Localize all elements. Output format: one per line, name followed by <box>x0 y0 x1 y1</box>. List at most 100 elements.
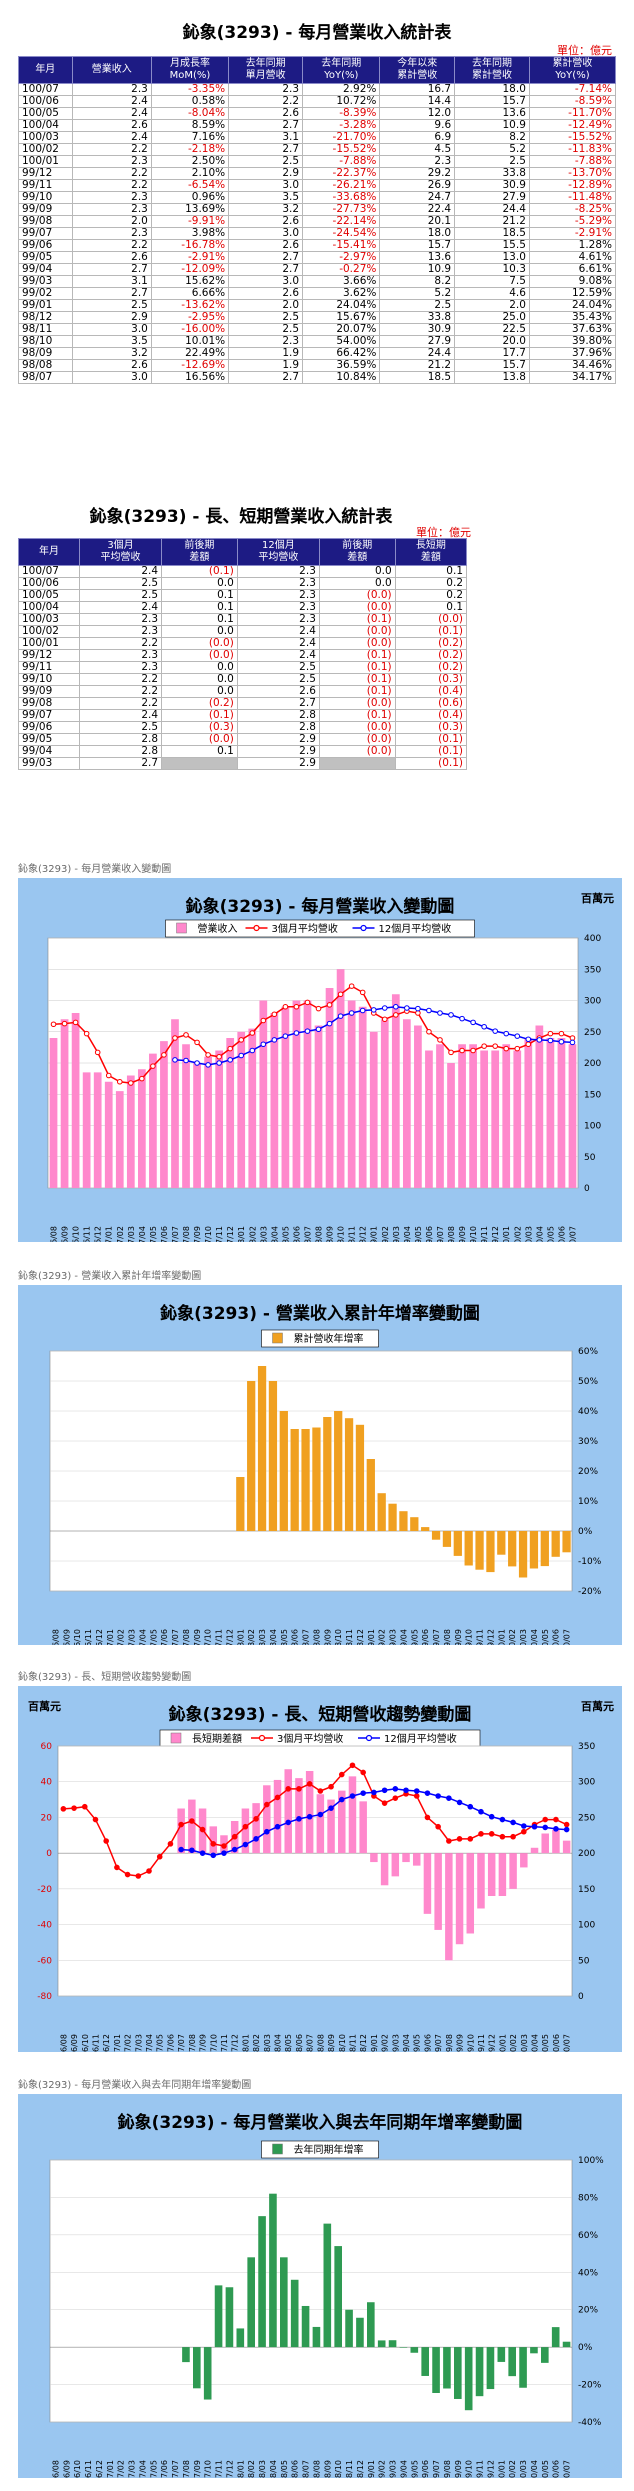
avg3-point <box>306 1781 313 1787</box>
chart2-legend: 累計營收年增率 <box>261 1329 379 1348</box>
x-tick-label: 97/12 <box>225 2460 234 2478</box>
table2-cell: (0.1) <box>161 709 238 722</box>
table2-cell: (0.1) <box>394 745 468 758</box>
avg12-point <box>194 1060 200 1066</box>
x-tick-label: 99/01 <box>370 1226 379 1242</box>
avg3-point <box>492 1043 498 1049</box>
table2-cell: 2.2 <box>78 673 163 686</box>
table-row: 99/10 2.2 0.0 2.5 (0.1) (0.3) <box>18 673 468 686</box>
revenue-bar <box>524 1038 533 1188</box>
x-tick-label: 97/11 <box>215 2460 224 2478</box>
table1-cell: 13.8 <box>454 371 530 384</box>
table1-cell: -5.29% <box>528 215 617 228</box>
avg3-point <box>328 1783 334 1790</box>
yoy-bar <box>475 1531 484 1570</box>
yoy-bar <box>290 1429 299 1531</box>
table2-cell: 99/10 <box>18 673 80 686</box>
avg12-point <box>315 1026 322 1033</box>
yoy-bar <box>464 1531 473 1566</box>
x-tick-label: 99/12 <box>486 2460 495 2478</box>
x-tick-label: 100/03 <box>524 1226 533 1242</box>
x-tick-label: 96/12 <box>95 2460 104 2478</box>
table-row: 99/11 2.3 0.0 2.5 (0.1) (0.2) <box>18 661 468 674</box>
diff-bar <box>402 1853 410 1863</box>
avg3-point <box>189 1818 195 1824</box>
revenue-bar <box>82 1072 91 1188</box>
x-tick-label: 96/08 <box>51 1629 60 1645</box>
x-tick-label: 97/06 <box>166 2034 175 2052</box>
x-tick-label: 99/04 <box>399 1629 408 1645</box>
x-tick-label: 97/10 <box>204 2460 213 2478</box>
table1-cell: 24.7 <box>379 191 456 204</box>
yoy-bar <box>410 2347 419 2353</box>
yoy-bar <box>530 2347 538 2354</box>
table-row: 100/04 2.6 8.59% 2.7 -3.28% 9.6 10.9 -12.49% <box>18 119 617 132</box>
x-tick-label: 99/01 <box>370 2034 379 2052</box>
x-tick-label: 96/11 <box>83 1226 92 1242</box>
diff-bar <box>327 1799 335 1854</box>
x-tick-label: 98/02 <box>247 2460 256 2478</box>
table1-cell: 2.6 <box>71 251 152 264</box>
yoy-bar <box>247 1381 256 1531</box>
table1-cell: -22.14% <box>302 215 381 228</box>
table1-cell: 100/07 <box>18 83 73 96</box>
table-row: 99/11 2.2 -6.54% 3.0 -26.21% 26.9 30.9 -12.89% <box>18 179 617 192</box>
avg3-point <box>271 1011 278 1018</box>
x-tick-label: 97/02 <box>117 1629 126 1645</box>
yoy-bar <box>290 2279 299 2348</box>
revenue-bar <box>546 1038 555 1188</box>
table2-cell: (0.3) <box>394 673 468 686</box>
table2-cell: 2.3 <box>236 565 320 578</box>
table1-cell: -13.62% <box>150 299 230 312</box>
yoy-bar <box>497 2347 506 2362</box>
x-tick-label: 96/12 <box>94 1226 103 1242</box>
avg12-point <box>547 1037 554 1044</box>
table1-cell: 13.6 <box>379 251 456 264</box>
table2-cell: (0.2) <box>394 649 468 662</box>
table1-cell: 17.7 <box>454 347 530 360</box>
cumulative-yoy-chart: 鈊象(3293) - 營業收入累計年增率變動圖 累計營收年增率 -20% -10%… <box>49 1303 602 1645</box>
table1-cell: -2.97% <box>302 251 381 264</box>
x-tick-label: 99/09 <box>454 2460 463 2478</box>
x-tick-label: 99/05 <box>414 1226 423 1242</box>
diff-bar <box>359 1801 367 1854</box>
x-tick-label: 98/06 <box>295 2034 304 2052</box>
monthly-revenue-chart: 鈊象(3293) - 每月營業收入變動圖 百萬元 營業收入 3個月平均營收 12個月… <box>47 888 614 1242</box>
table1-cell: 2.10% <box>150 167 230 180</box>
x-tick-label: 100/07 <box>563 1629 572 1645</box>
legend-swatch-0 <box>272 1332 283 1344</box>
yoy-bar <box>366 1459 375 1531</box>
avg3-point <box>481 1043 487 1049</box>
x-tick-label: 99/04 <box>402 2034 411 2052</box>
yoy-bar <box>312 1427 321 1531</box>
chart4-plot: -40%-20%0%20%40%60%80%100%96/08 96/09 96/1… <box>49 2156 604 2478</box>
revenue-bar <box>193 1063 201 1188</box>
legend-label-0: 累計營收年增率 <box>294 1332 364 1345</box>
avg3-point <box>183 1032 189 1038</box>
table1-cell: 5.2 <box>379 287 456 300</box>
table1-header-0: 年月 <box>18 56 73 84</box>
table1-cell: 2.2 <box>71 179 152 192</box>
avg3-point <box>172 1035 178 1041</box>
y-tick-label: 0% <box>578 1527 593 1537</box>
table2-cell: 0.1 <box>394 601 468 614</box>
avg3-point <box>282 1003 289 1010</box>
table1-cell: 37.63% <box>528 323 617 336</box>
table2-cell: (0.1) <box>318 685 396 698</box>
diff-bar <box>434 1853 442 1930</box>
avg12-point <box>216 1060 222 1066</box>
table1-cell: 100/06 <box>18 95 73 108</box>
x-tick-label: 96/08 <box>59 2034 68 2052</box>
table2-cell: (0.4) <box>394 685 468 698</box>
y-tick-label: 10% <box>578 1497 598 1507</box>
diff-bar <box>552 1829 560 1854</box>
x-tick-label: 99/02 <box>378 1629 387 1645</box>
avg3-point <box>81 1803 88 1810</box>
avg12-point <box>370 1007 377 1013</box>
avg3-point <box>103 1838 109 1844</box>
y-tick-label: -20% <box>578 2381 602 2391</box>
table1-cell: 9.6 <box>379 119 456 132</box>
table1-cell: 15.67% <box>302 311 381 324</box>
avg12-point <box>326 1020 333 1027</box>
revenue-bar <box>259 1000 268 1188</box>
